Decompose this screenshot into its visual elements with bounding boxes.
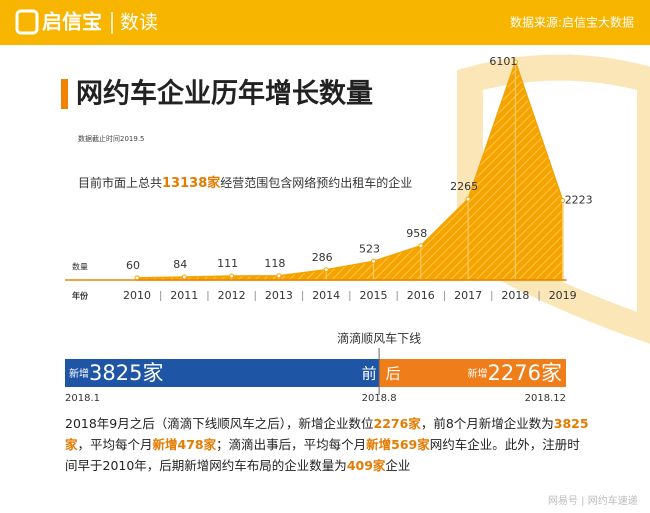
date-label: 2018.8 bbox=[362, 393, 397, 404]
header-bar bbox=[0, 0, 650, 45]
date-label: 2018.1 bbox=[65, 393, 100, 404]
section: 数读 bbox=[120, 12, 158, 34]
x-tick-label: 2014 bbox=[312, 289, 340, 302]
timeline-bar bbox=[379, 359, 566, 387]
logo-icon bbox=[15, 9, 39, 35]
point bbox=[465, 196, 471, 202]
value-label: 2223 bbox=[565, 194, 593, 207]
point bbox=[560, 198, 566, 204]
value-label: 523 bbox=[359, 242, 380, 255]
x-tick-label: 2018 bbox=[501, 289, 529, 302]
highlight: 2276家 bbox=[373, 416, 421, 431]
point bbox=[181, 274, 187, 280]
point bbox=[512, 59, 518, 65]
highlight: 新增478家 bbox=[152, 437, 217, 452]
x-tick-label: 2016 bbox=[407, 289, 435, 302]
date-note: 数据截止时间2019.5 bbox=[78, 134, 145, 143]
value-label: 958 bbox=[406, 227, 427, 240]
date-label: 2018.12 bbox=[525, 393, 566, 404]
x-tick-label: 2013 bbox=[265, 289, 293, 302]
bar-label: 新增3825家 bbox=[69, 361, 163, 385]
footer: 网易号 | 网约车速递 bbox=[548, 494, 638, 507]
paragraph: 2018年9月之后（滴滴下线顺风车之后），新增企业数位2276家，前8个月新增企… bbox=[65, 413, 590, 476]
value-label: 286 bbox=[312, 251, 333, 264]
x-tick-label: 2011 bbox=[170, 289, 198, 302]
x-tick-label: 2017 bbox=[454, 289, 482, 302]
value-label: 6101 bbox=[489, 55, 517, 68]
x-tick-label: 2019 bbox=[549, 289, 577, 302]
logo: 启信宝 bbox=[42, 10, 102, 34]
text-run: ，前8个月新增企业数为 bbox=[420, 416, 554, 431]
x-tick-label: 2015 bbox=[360, 289, 388, 302]
value-label: 84 bbox=[173, 258, 187, 271]
bar-value: 3825 bbox=[89, 361, 142, 385]
value-label: 2265 bbox=[450, 180, 478, 193]
bar-prefix: 新增 bbox=[69, 367, 89, 380]
side-label: 前 bbox=[362, 365, 377, 383]
text-run: 企业 bbox=[385, 458, 411, 473]
text-run: 经营范围包含网络预约出租车的企业 bbox=[220, 176, 413, 190]
text-run: ，平均每个月 bbox=[77, 437, 153, 452]
value-label: 118 bbox=[264, 257, 285, 270]
point bbox=[229, 273, 235, 279]
highlight: 3825家 bbox=[65, 416, 589, 452]
side-label: 后 bbox=[386, 365, 401, 383]
highlight: 新增569家 bbox=[366, 437, 430, 452]
x-tick-label: 2012 bbox=[218, 289, 246, 302]
point bbox=[418, 243, 424, 249]
bar-value: 2276 bbox=[488, 361, 541, 385]
bar-prefix: 新增 bbox=[468, 367, 488, 380]
bar-unit: 家 bbox=[541, 361, 562, 385]
point bbox=[323, 267, 329, 273]
text-run: 目前市面上总共 bbox=[78, 176, 163, 190]
title: 网约车企业历年增长数量 bbox=[76, 78, 373, 110]
event-label: 滴滴顺风车下线 bbox=[337, 331, 421, 346]
title-accent bbox=[61, 79, 68, 109]
highlight: 13138家 bbox=[162, 176, 221, 191]
bar-unit: 家 bbox=[142, 361, 163, 385]
x-axis-label: 年份 bbox=[72, 291, 89, 301]
highlight: 409家 bbox=[346, 458, 386, 473]
value-label: 60 bbox=[126, 259, 140, 272]
text-run: ；滴滴出事后，平均每个月 bbox=[216, 437, 367, 452]
y-axis-label: 数量 bbox=[72, 262, 88, 272]
point bbox=[276, 273, 282, 279]
source: 数据来源:启信宝大数据 bbox=[510, 15, 634, 30]
value-label: 111 bbox=[217, 257, 238, 270]
summary: 目前市面上总共13138家经营范围包含网络预约出租车的企业 bbox=[78, 172, 412, 191]
timeline-bar bbox=[65, 359, 380, 387]
point bbox=[371, 258, 376, 264]
text-run: 网约车企业。此外，注册时间早于2010年，后期新增网约车布局的企业数量为 bbox=[65, 437, 580, 473]
bar-label: 新增2276家 bbox=[468, 361, 562, 385]
text-run: 2018年9月之后（滴滴下线顺风车之后），新增企业数位 bbox=[65, 416, 374, 431]
x-tick-label: 2010 bbox=[123, 289, 151, 302]
